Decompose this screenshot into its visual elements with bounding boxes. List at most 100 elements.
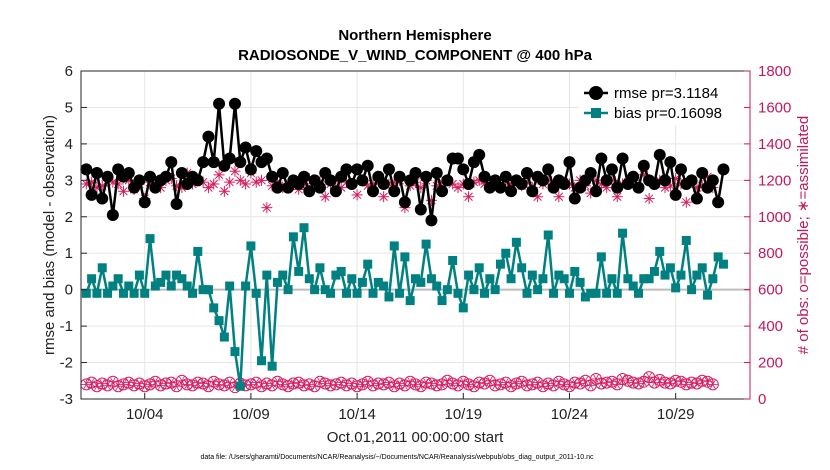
rmse-point xyxy=(191,174,204,187)
rmse-point xyxy=(144,170,157,183)
bias-point xyxy=(639,274,649,284)
obs-assimilated-stroke xyxy=(533,192,542,201)
bias-point xyxy=(214,316,224,326)
bias-point xyxy=(203,285,213,295)
bias-point xyxy=(681,235,691,245)
obs-assimilated-stroke xyxy=(225,177,234,187)
obs-assimilated-point xyxy=(256,174,268,186)
y-left-tick-label: 2 xyxy=(65,209,73,226)
bias-point xyxy=(310,285,320,295)
y-right-tick-label: 400 xyxy=(758,318,783,335)
rmse-point xyxy=(611,181,624,194)
bias-point xyxy=(591,288,601,298)
rmse-point xyxy=(351,163,364,176)
y-left-tick-label: -2 xyxy=(60,355,73,372)
bias-point xyxy=(87,274,97,284)
obs-possible-star xyxy=(364,377,371,387)
obs-assimilated-stroke xyxy=(108,177,118,187)
bias-point xyxy=(129,288,139,298)
rmse-point xyxy=(329,185,342,198)
obs-assimilated-point xyxy=(351,189,363,201)
bias-point xyxy=(384,292,394,302)
rmse-point xyxy=(133,174,146,187)
bias-point xyxy=(97,263,107,273)
x-tick-label: 10/14 xyxy=(338,406,376,423)
bias-point xyxy=(108,281,118,291)
bias-point xyxy=(103,288,113,298)
rmse-point xyxy=(563,156,576,169)
bias-point xyxy=(124,281,134,291)
obs-possible-star xyxy=(104,380,111,390)
rmse-point xyxy=(494,181,507,194)
bias-point xyxy=(522,288,532,298)
obs-possible-star xyxy=(550,380,557,390)
data-file-note: data file: /Users/gharamti/Documents/NCA… xyxy=(200,454,594,461)
rmse-point xyxy=(244,163,257,176)
bias-point xyxy=(517,263,527,273)
bias-point xyxy=(140,288,150,298)
rmse-point xyxy=(616,152,629,165)
rmse-point xyxy=(637,159,650,172)
y-right-tick-label: 1800 xyxy=(758,63,791,80)
rmse-point xyxy=(398,196,411,209)
obs-possible-star xyxy=(709,379,716,389)
obs-possible-star xyxy=(152,377,159,387)
bias-point xyxy=(347,274,357,284)
obs-assimilated-point xyxy=(224,176,236,188)
bias-point xyxy=(326,288,336,298)
bias-point xyxy=(458,303,468,313)
obs-possible-star xyxy=(614,379,621,389)
bias-point xyxy=(156,277,166,287)
bias-point xyxy=(150,281,160,291)
rmse-point xyxy=(425,214,438,227)
legend-box xyxy=(579,78,743,126)
bias-point xyxy=(644,274,654,284)
obs-possible-star xyxy=(417,381,424,391)
obs-possible-star xyxy=(566,381,573,391)
y-axis-right-label: # of obs: o=possible; ∗=assimilated xyxy=(795,116,812,355)
obs-assimilated-stroke xyxy=(262,203,272,212)
y-left-tick-label: 4 xyxy=(65,136,73,153)
bias-point xyxy=(352,288,362,298)
bias-point xyxy=(177,274,187,284)
bias-point xyxy=(166,281,176,291)
rmse-point xyxy=(213,97,226,110)
bias-point xyxy=(272,277,282,287)
bias-point xyxy=(219,332,229,342)
rmse-point xyxy=(202,130,215,143)
bias-point xyxy=(543,230,553,240)
bias-point xyxy=(564,288,574,298)
rmse-point xyxy=(473,148,486,161)
rmse-point xyxy=(499,170,512,183)
rmse-point xyxy=(361,159,374,172)
bias-point xyxy=(198,285,208,295)
rmse-point xyxy=(712,196,725,209)
bias-point xyxy=(549,288,559,298)
rmse-point xyxy=(420,170,433,183)
bias-point xyxy=(416,277,426,287)
rmse-point xyxy=(106,208,119,221)
bias-point xyxy=(336,266,346,276)
bias-point xyxy=(283,285,293,295)
legend-bias-label: bias pr=0.16098 xyxy=(614,105,722,122)
rmse-point xyxy=(122,167,135,180)
obs-assimilated-point xyxy=(463,191,475,203)
bias-point xyxy=(235,381,245,391)
rmse-point xyxy=(340,163,353,176)
y-right-tick-label: 200 xyxy=(758,355,783,372)
obs-assimilated-stroke xyxy=(209,179,218,189)
bias-point xyxy=(469,285,479,295)
rmse-point xyxy=(436,185,449,198)
bias-point xyxy=(634,288,643,298)
bias-point xyxy=(703,290,713,300)
y-right-tick-label: 1200 xyxy=(758,172,791,189)
bias-point xyxy=(363,259,373,269)
obs-possible-star xyxy=(386,378,392,388)
bias-point xyxy=(490,285,500,295)
rmse-point xyxy=(653,148,666,161)
bias-point xyxy=(687,285,697,295)
bias-point xyxy=(602,288,612,298)
rmse-point xyxy=(170,198,183,211)
x-tick-label: 10/09 xyxy=(232,406,270,423)
